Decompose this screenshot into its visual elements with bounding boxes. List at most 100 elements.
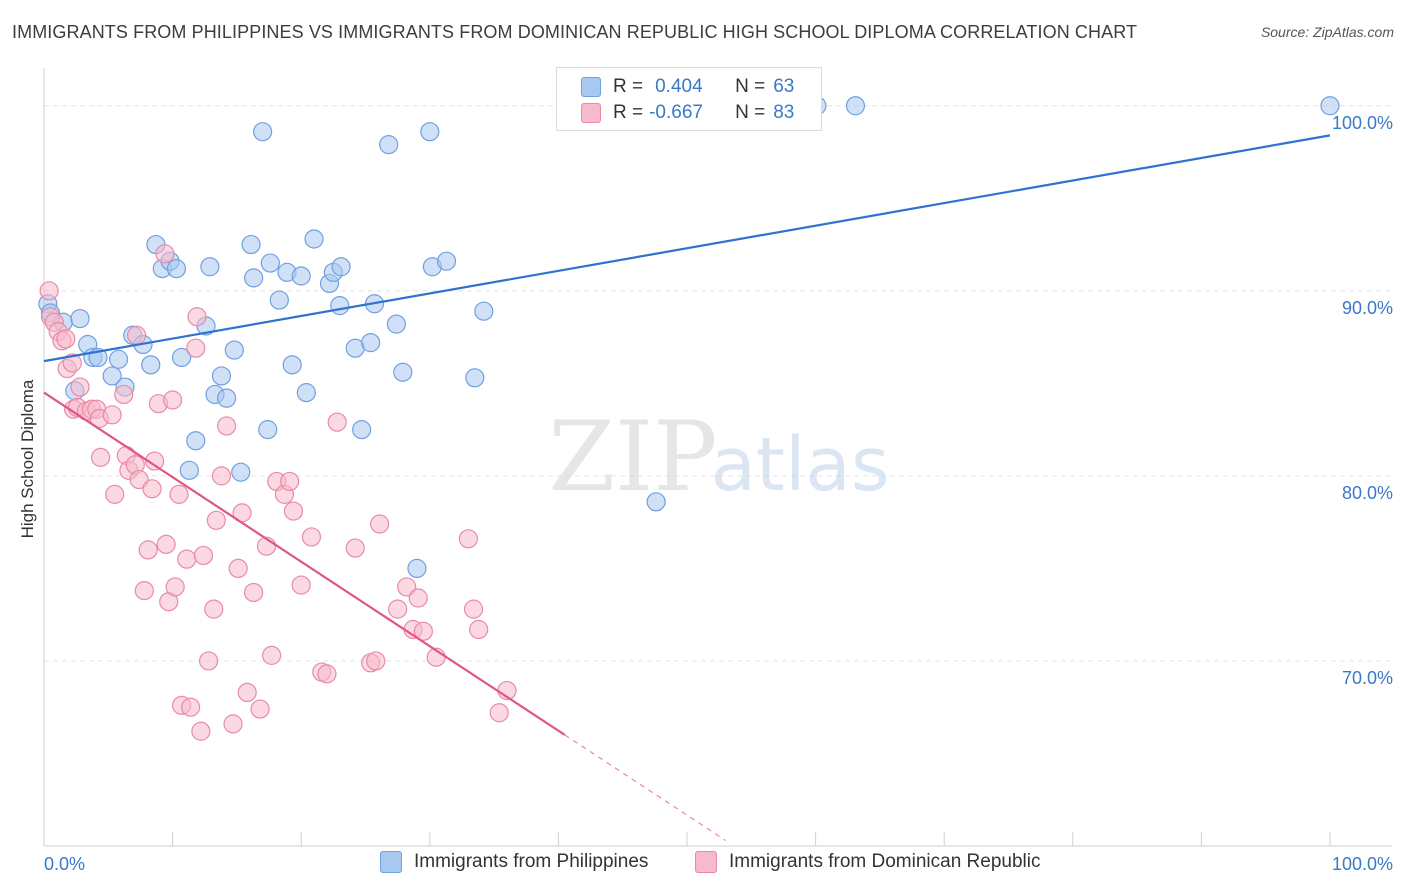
point-philippines [260, 253, 280, 273]
point-philippines [474, 301, 494, 321]
point-dominican [458, 529, 478, 549]
point-dominican [327, 412, 347, 432]
trend-extension-dominican [564, 734, 726, 841]
point-dominican [165, 577, 185, 597]
point-philippines [379, 135, 399, 155]
point-philippines [108, 349, 129, 369]
point-philippines [282, 355, 302, 375]
y-axis-title: High School Diploma [18, 379, 37, 539]
point-dominican [163, 390, 183, 410]
watermark: ZIP atlas [548, 401, 889, 513]
point-dominican [134, 581, 154, 601]
point-dominican [187, 307, 207, 327]
point-dominican [370, 514, 390, 534]
point-dominican [39, 281, 59, 301]
point-philippines [465, 368, 485, 388]
point-dominican [250, 699, 270, 719]
point-dominican [181, 697, 201, 717]
point-philippines [200, 257, 220, 277]
point-dominican [144, 451, 165, 471]
point-dominican [114, 384, 134, 405]
point-dominican [280, 471, 300, 492]
point-philippines [420, 122, 440, 142]
legend-item-dominican[interactable]: Immigrants from Dominican Republic [695, 851, 1041, 873]
stats-row-dominican: R = -0.667 N = 83 [581, 101, 794, 125]
point-dominican [142, 479, 162, 499]
y-tick-label: 90.0% [1342, 298, 1393, 318]
point-dominican [102, 405, 122, 425]
point-dominican [397, 577, 417, 597]
point-philippines [166, 259, 187, 279]
legend-item-philippines[interactable]: Immigrants from Philippines [380, 851, 648, 873]
legend-swatch-philippines [380, 851, 402, 873]
point-dominican [155, 244, 175, 264]
y-tick-label: 70.0% [1342, 668, 1393, 688]
y-tick-label: 100.0% [1332, 113, 1393, 133]
point-philippines [241, 234, 261, 255]
r-key: R = [613, 102, 644, 123]
tick-labels: 70.0% 80.0% 90.0% 100.0% 0.0% 100.0% [44, 113, 1393, 874]
point-philippines [186, 431, 206, 451]
point-philippines [304, 229, 324, 249]
trend-line-dominican [43, 391, 566, 736]
r-key: R = [613, 76, 644, 97]
point-dominican [126, 325, 147, 345]
point-dominican [206, 510, 226, 530]
point-philippines [179, 460, 199, 480]
n-key: N = [735, 102, 766, 123]
point-dominican [244, 582, 264, 603]
point-philippines [407, 558, 427, 579]
point-dominican [191, 721, 211, 741]
trend-lines [43, 134, 1331, 841]
point-dominican [62, 353, 82, 373]
point-philippines [102, 366, 122, 386]
axes [43, 68, 1392, 847]
point-philippines [291, 266, 311, 286]
point-philippines [269, 290, 289, 310]
point-dominican [156, 534, 176, 554]
point-philippines [296, 383, 316, 403]
point-dominican [301, 527, 322, 547]
point-dominican [223, 714, 243, 734]
legend-label-philippines: Immigrants from Philippines [414, 851, 649, 872]
point-philippines [141, 355, 161, 375]
point-dominican [317, 664, 337, 684]
chart-title: IMMIGRANTS FROM PHILIPPINES VS IMMIGRANT… [12, 22, 1138, 42]
point-dominican [283, 501, 304, 521]
point-philippines [352, 420, 372, 440]
point-dominican [237, 682, 257, 703]
point-dominican [105, 484, 125, 504]
point-philippines [70, 308, 90, 329]
point-philippines [224, 340, 244, 360]
point-dominican [90, 447, 111, 467]
point-dominican [193, 545, 214, 566]
point-dominican [413, 621, 433, 641]
point-philippines [1320, 96, 1340, 116]
point-dominican [228, 558, 248, 579]
grid-lines [44, 105, 1392, 662]
point-dominican [388, 599, 408, 619]
point-dominican [138, 540, 158, 560]
point-dominican [463, 599, 484, 619]
series-legend: Immigrants from Philippines Immigrants f… [0, 851, 1406, 879]
point-dominican [199, 651, 219, 671]
y-tick-label: 80.0% [1342, 483, 1393, 503]
point-dominican [211, 466, 232, 486]
n-value: 63 [773, 76, 795, 97]
point-dominican [169, 484, 189, 504]
point-dominican [129, 469, 149, 490]
r-value: -0.667 [649, 102, 703, 123]
source-label: Source: ZipAtlas.com [1260, 24, 1394, 40]
point-philippines [845, 96, 866, 116]
legend-label-dominican: Immigrants from Dominican Republic [729, 851, 1041, 872]
point-dominican [262, 645, 282, 665]
legend-swatch-dominican [695, 851, 717, 873]
x-tick-label: 0.0% [44, 854, 85, 874]
n-key: N = [735, 76, 766, 97]
watermark-atlas: atlas [711, 422, 890, 508]
point-philippines [361, 333, 381, 353]
n-value: 83 [773, 102, 795, 123]
point-dominican [204, 599, 224, 619]
point-philippines [231, 462, 251, 482]
trend-line-philippines [43, 134, 1331, 363]
